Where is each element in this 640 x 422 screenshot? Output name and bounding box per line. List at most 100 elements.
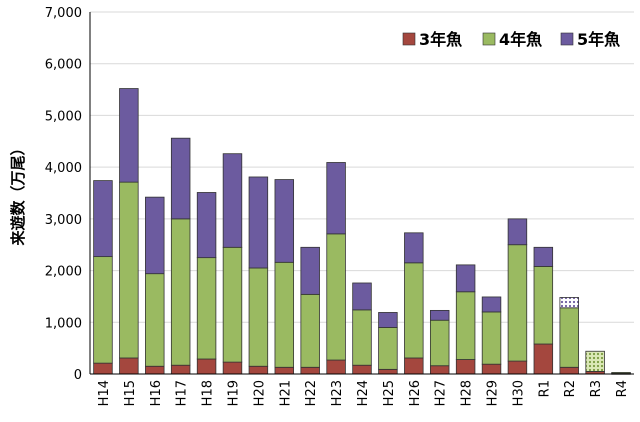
bar-segment-4yr-H27 [429,319,450,367]
x-tick-label: H26 [408,380,423,406]
bar-segment-4yr-H21 [274,261,295,368]
x-tick-label: H29 [486,380,501,406]
bar-segment-5yr-H14 [93,180,113,258]
x-tick-label: H15 [123,380,138,406]
bar-segment-4yr-H26 [404,262,424,359]
bar-segment-3yr-H19 [222,361,243,375]
x-tick-label: H17 [175,380,190,406]
bar-segment-4yr-R4 [611,372,631,374]
bar-segment-4yr-H15 [119,181,139,359]
bar-segment-3yr-H16 [145,365,165,375]
bar-segment-4yr-H25 [378,327,398,370]
x-tick-label: R1 [537,380,552,397]
legend-swatch-5yr [560,32,574,46]
x-tick-label: H19 [226,380,241,406]
bar-segment-5yr-R1 [533,246,554,267]
x-tick-label: R4 [615,380,630,397]
bar-segment-5yr-H27 [429,309,450,321]
bar-segment-3yr-H14 [93,362,113,375]
legend-label-5yr: 5年魚 [577,30,620,49]
x-tick-label: H23 [330,380,345,406]
bar-segment-4yr-H18 [196,257,217,360]
y-tick-label: 1,000 [45,316,82,331]
bar-segment-3yr-H24 [352,364,372,375]
bar-segment-4yr-R2 [559,307,579,368]
bar-segment-3yr-H28 [455,359,476,375]
bar-segment-3yr-H22 [300,366,320,375]
bar-segment-4yr-H28 [455,291,476,360]
x-tick-label: H16 [149,380,164,406]
x-tick-label: R3 [589,380,604,397]
x-tick-label: H20 [252,380,267,406]
bar-segment-5yr-H18 [196,192,217,259]
bar-segment-5yr-H21 [274,179,295,263]
bar-segment-4yr-H20 [248,267,269,367]
bar-segment-3yr-H26 [404,357,424,375]
bar-segment-5yr-H16 [145,196,165,275]
bar-segment-5yr-H24 [352,282,372,311]
bar-segment-5yr-R2 [559,297,579,309]
legend-label-3yr: 3年魚 [419,30,462,49]
bar-segment-5yr-H26 [404,232,424,264]
legend-label-4yr: 4年魚 [499,30,542,49]
bar-segment-3yr-R2 [559,366,579,375]
x-tick-label: H18 [201,380,216,406]
x-tick-label: H28 [460,380,475,406]
x-tick-label: H30 [511,380,526,406]
y-tick-label: 4,000 [45,161,82,176]
x-tick-label: H27 [434,380,449,406]
y-tick-label: 0 [74,368,82,383]
bar-segment-3yr-H27 [429,365,450,375]
x-tick-label: H24 [356,380,371,406]
x-tick-label: H21 [278,380,293,406]
bar-segment-4yr-R1 [533,266,554,345]
bar-segment-5yr-H30 [507,218,528,246]
x-tick-label: R2 [563,380,578,397]
y-tick-label: 7,000 [45,6,82,21]
bar-segment-5yr-H23 [326,162,346,235]
y-axis-label: 来遊数（万尾） [9,140,27,246]
legend: 3年魚 4年魚 5年魚 [402,30,620,49]
x-tick-label: H25 [382,380,397,406]
bar-segment-4yr-H29 [481,311,502,365]
bar-segment-3yr-H25 [378,368,398,375]
bars [93,88,631,375]
bar-segment-5yr-H15 [119,88,139,183]
x-tick-label: H22 [304,380,319,406]
bar-segment-3yr-H30 [507,360,528,375]
legend-swatch-4yr [482,32,496,46]
bar-segment-4yr-H24 [352,309,372,366]
bar-segment-4yr-H16 [145,273,165,367]
bar-segment-3yr-H17 [170,364,191,375]
bar-segment-4yr-R3 [585,350,605,372]
y-tick-label: 3,000 [45,213,82,228]
bar-segment-5yr-H22 [300,246,320,295]
bar-segment-3yr-H18 [196,358,217,375]
bar-segment-5yr-H25 [378,312,398,328]
y-tick-label: 2,000 [45,265,82,280]
bar-segment-5yr-H29 [481,296,502,313]
bar-segment-5yr-H28 [455,264,476,293]
axes [89,12,634,375]
bar-segment-3yr-H15 [119,357,139,375]
bar-segment-4yr-H14 [93,256,113,364]
bar-segment-3yr-H21 [274,366,295,375]
bar-segment-5yr-H20 [248,176,269,269]
bar-segment-3yr-R1 [533,343,554,375]
y-tick-label: 5,000 [45,109,82,124]
bar-segment-4yr-H19 [222,246,243,363]
bar-segment-4yr-H17 [170,218,191,366]
bar-segment-5yr-H17 [170,137,191,220]
bar-segment-5yr-H19 [222,153,243,248]
bar-segment-3yr-H23 [326,359,346,375]
bar-segment-4yr-H23 [326,233,346,361]
bar-segment-3yr-H20 [248,365,269,375]
bar-segment-3yr-H29 [481,363,502,375]
x-tick-label: H14 [97,380,112,406]
bar-segment-4yr-H30 [507,244,528,362]
tick-labels: 0 1,000 2,000 3,000 4,000 5,000 6,000 7,000 H14 H… [45,6,630,406]
bar-segment-4yr-H22 [300,293,320,368]
y-tick-label: 6,000 [45,58,82,73]
legend-swatch-3yr [402,32,416,46]
